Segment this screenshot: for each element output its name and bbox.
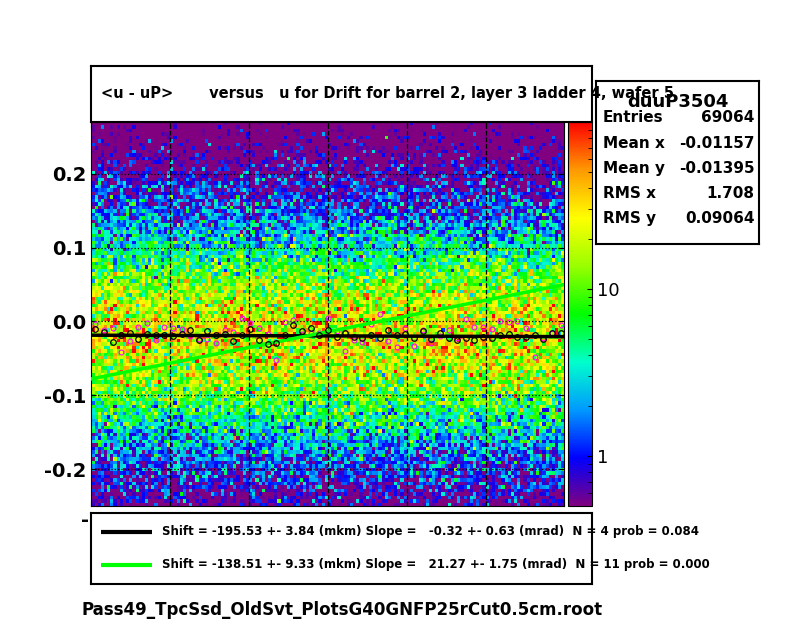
Text: 69064: 69064 bbox=[701, 111, 754, 126]
Text: RMS y: RMS y bbox=[603, 211, 656, 226]
Text: RMS x: RMS x bbox=[603, 186, 656, 201]
Text: Shift = -195.53 +- 3.84 (mkm) Slope =   -0.32 +- 0.63 (mrad)  N = 4 prob = 0.084: Shift = -195.53 +- 3.84 (mkm) Slope = -0… bbox=[161, 526, 699, 538]
Text: Pass49_TpcSsd_OldSvt_PlotsG40GNFP25rCut0.5cm.root: Pass49_TpcSsd_OldSvt_PlotsG40GNFP25rCut0… bbox=[81, 601, 603, 619]
Text: Mean y: Mean y bbox=[603, 161, 665, 176]
Text: duuP3504: duuP3504 bbox=[627, 92, 728, 111]
Text: -0.01395: -0.01395 bbox=[679, 161, 754, 176]
Text: <u - uP>       versus   u for Drift for barrel 2, layer 3 ladder 4, wafer 5: <u - uP> versus u for Drift for barrel 2… bbox=[102, 86, 674, 101]
Text: Entries: Entries bbox=[603, 111, 663, 126]
Text: 0.09064: 0.09064 bbox=[684, 211, 754, 226]
Text: 1.708: 1.708 bbox=[706, 186, 754, 201]
Text: Shift = -138.51 +- 9.33 (mkm) Slope =   21.27 +- 1.75 (mrad)  N = 11 prob = 0.00: Shift = -138.51 +- 9.33 (mkm) Slope = 21… bbox=[161, 559, 709, 571]
Text: -0.01157: -0.01157 bbox=[679, 136, 754, 151]
Text: Mean x: Mean x bbox=[603, 136, 665, 151]
